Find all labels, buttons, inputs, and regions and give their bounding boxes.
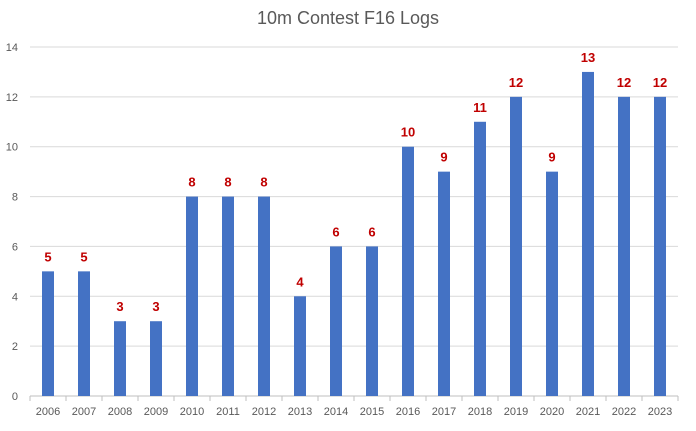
- bar-2017: [438, 171, 450, 396]
- data-label-2013: 4: [296, 274, 304, 289]
- bar-2016: [402, 146, 414, 396]
- x-tick-label-2012: 2012: [252, 406, 276, 418]
- x-tick-label-2020: 2020: [540, 406, 564, 418]
- y-tick-label-12: 12: [6, 92, 18, 104]
- x-tick-label-2011: 2011: [216, 406, 240, 418]
- x-tick-label-2023: 2023: [648, 406, 672, 418]
- bar-2013: [294, 296, 306, 396]
- x-tick-label-2014: 2014: [324, 406, 348, 418]
- bar-2012: [258, 196, 270, 396]
- data-label-2018: 11: [473, 100, 487, 115]
- bar-2006: [42, 271, 54, 396]
- x-tick-label-2009: 2009: [144, 406, 168, 418]
- y-tick-label-6: 6: [12, 241, 18, 253]
- bar-2009: [150, 321, 162, 396]
- bar-2008: [114, 321, 126, 396]
- data-label-2008: 3: [116, 299, 123, 314]
- data-label-2017: 9: [440, 150, 447, 165]
- bar-2011: [222, 196, 234, 396]
- data-label-2016: 10: [401, 125, 415, 140]
- bar-2007: [78, 271, 90, 396]
- y-tick-label-0: 0: [12, 391, 18, 403]
- x-tick-label-2007: 2007: [72, 406, 96, 418]
- data-label-2023: 12: [653, 75, 667, 90]
- x-tick-label-2019: 2019: [504, 406, 528, 418]
- bar-2015: [366, 246, 378, 396]
- chart-title: 10m Contest F16 Logs: [256, 8, 440, 28]
- x-tick-label-2021: 2021: [576, 406, 600, 418]
- bar-2010: [186, 196, 198, 396]
- x-tick-label-2015: 2015: [360, 406, 384, 418]
- bar-2021: [582, 71, 594, 396]
- data-label-2006: 5: [44, 249, 51, 264]
- y-tick-label-14: 14: [6, 42, 18, 54]
- bar-2014: [330, 246, 342, 396]
- data-label-2020: 9: [548, 150, 555, 165]
- y-tick-label-2: 2: [12, 341, 18, 353]
- y-tick-label-4: 4: [12, 291, 18, 303]
- y-tick-label-8: 8: [12, 192, 18, 204]
- data-label-2021: 13: [581, 50, 595, 65]
- x-tick-label-2006: 2006: [36, 406, 60, 418]
- data-label-2019: 12: [509, 75, 523, 90]
- bar-2018: [474, 121, 486, 397]
- x-tick-label-2017: 2017: [432, 406, 456, 418]
- y-tick-label-10: 10: [6, 142, 18, 154]
- data-label-2012: 8: [260, 175, 267, 190]
- bar-2022: [618, 96, 630, 396]
- data-label-2009: 3: [152, 299, 159, 314]
- data-label-2011: 8: [224, 175, 231, 190]
- bar-2019: [510, 96, 522, 396]
- bar-2023: [654, 96, 666, 396]
- x-tick-label-2010: 2010: [180, 406, 204, 418]
- x-tick-label-2013: 2013: [288, 406, 312, 418]
- x-tick-label-2008: 2008: [108, 406, 132, 418]
- data-label-2015: 6: [368, 224, 375, 239]
- data-label-2014: 6: [332, 224, 339, 239]
- data-label-2007: 5: [80, 249, 87, 264]
- x-tick-label-2018: 2018: [468, 406, 492, 418]
- data-label-2022: 12: [617, 75, 631, 90]
- x-tick-label-2016: 2016: [396, 406, 420, 418]
- x-tick-label-2022: 2022: [612, 406, 636, 418]
- data-label-2010: 8: [188, 175, 195, 190]
- bar-2020: [546, 171, 558, 396]
